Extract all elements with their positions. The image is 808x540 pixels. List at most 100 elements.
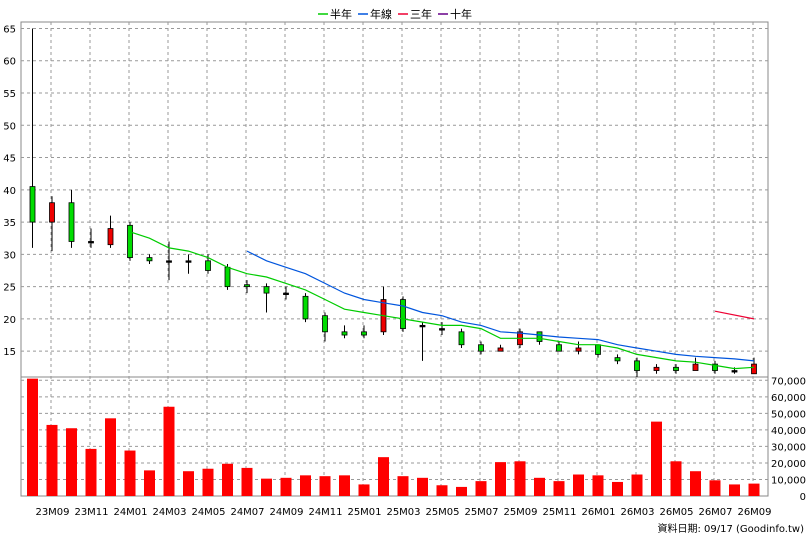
candle-body: [400, 299, 406, 329]
volume-bar: [339, 475, 350, 496]
price-tick-label: 25: [3, 283, 16, 294]
legend-entry: 半年: [330, 7, 352, 21]
candle-body: [49, 202, 55, 223]
volume-bar: [222, 463, 233, 496]
volume-bar: [690, 471, 701, 496]
x-tick-label: 24M07: [230, 507, 264, 518]
x-tick-label: 23M11: [74, 507, 108, 518]
volume-tick-label: 10,000: [771, 475, 806, 486]
volume-bar: [105, 418, 116, 496]
volume-tick-label: 50,000: [771, 409, 806, 420]
volume-bar: [397, 476, 409, 496]
x-tick-label: 26M05: [659, 507, 693, 518]
candle-body: [458, 331, 465, 346]
volume-bar: [475, 481, 487, 496]
volume-bar: [319, 476, 331, 496]
volume-bars: [27, 378, 760, 496]
volume-bar: [124, 450, 136, 496]
volume-bar: [378, 457, 389, 496]
volume-bar: [436, 485, 448, 496]
candle-body: [205, 260, 211, 271]
candle-body: [341, 331, 348, 336]
volume-bar: [612, 481, 623, 496]
candle-body: [556, 344, 562, 352]
volume-bar: [183, 471, 194, 496]
volume-bar: [748, 483, 760, 496]
x-tick-label: 25M05: [425, 507, 459, 518]
candle-body: [419, 324, 426, 328]
candle-body: [634, 360, 640, 371]
candle-body: [497, 347, 504, 352]
legend-entry: 年線: [370, 7, 392, 21]
volume-bar: [514, 461, 526, 496]
volume-tick-label: 40,000: [771, 426, 806, 437]
candle-body: [68, 202, 75, 242]
volume-bar: [66, 428, 77, 496]
x-tick-label: 24M03: [152, 507, 186, 518]
candle-body: [614, 357, 621, 362]
candle-body: [751, 363, 757, 375]
candle-body: [263, 286, 270, 294]
candle-body: [146, 257, 153, 262]
year-line: [246, 250, 755, 362]
volume-bar: [85, 448, 97, 496]
price-tick-label: 50: [3, 121, 16, 132]
price-tick-label: 15: [3, 347, 16, 358]
legend-entry: 十年: [450, 7, 472, 21]
volume-bar: [709, 480, 721, 496]
price-tick-label: 55: [3, 89, 16, 100]
volume-tick-label: 0: [800, 492, 806, 503]
candle-body: [653, 366, 660, 371]
x-tick-label: 25M03: [386, 507, 420, 518]
candle-body: [673, 366, 679, 371]
x-tick-label: 23M09: [35, 507, 69, 518]
price-tick-label: 65: [3, 24, 16, 35]
candle-body: [224, 266, 231, 288]
volume-bar: [241, 467, 253, 496]
x-tick-label: 26M03: [620, 507, 654, 518]
volume-bar: [261, 478, 272, 496]
volume-bar: [631, 474, 643, 496]
x-tick-label: 24M09: [269, 507, 303, 518]
candle-body: [127, 224, 133, 258]
price-tick-label: 30: [3, 250, 16, 261]
x-tick-label: 24M01: [113, 507, 147, 518]
volume-bar: [144, 470, 155, 496]
candle-body: [244, 284, 250, 288]
volume-bar: [651, 421, 662, 496]
price-tick-label: 35: [3, 218, 16, 229]
volume-tick-label: 20,000: [771, 459, 806, 470]
candle-body: [302, 295, 309, 320]
candle-body: [322, 315, 328, 333]
candle-body: [595, 344, 601, 355]
x-tick-label: 25M09: [503, 507, 537, 518]
axis-labels: 65 60 55 50 45 40 35 30 25 20 15 70,000 60,000 50,000…: [3, 24, 806, 518]
volume-bar: [417, 477, 428, 496]
half-year-line: [129, 231, 755, 370]
x-tick-label: 25M01: [347, 507, 381, 518]
source-note: 資料日期: 09/17 (Goodinfo.tw): [657, 522, 804, 535]
candle-body: [283, 292, 289, 295]
moving-average-lines: [129, 231, 755, 370]
volume-bar: [456, 486, 467, 496]
volume-bar: [202, 468, 214, 496]
price-tick-label: 45: [3, 154, 16, 165]
chart-grid: [21, 22, 768, 496]
x-tick-label: 25M11: [542, 507, 576, 518]
candle-body: [439, 328, 445, 331]
candle-body: [712, 363, 718, 371]
x-tick-label: 26M01: [581, 507, 615, 518]
x-tick-label: 26M07: [698, 507, 732, 518]
volume-bar: [300, 475, 311, 496]
volume-bar: [495, 462, 506, 496]
candle-body: [692, 363, 699, 371]
volume-bar: [729, 484, 740, 496]
volume-bar: [573, 474, 584, 496]
candle-body: [361, 331, 367, 336]
price-plot-area: [20, 21, 769, 378]
price-tick-label: 40: [3, 186, 16, 197]
volume-bar: [358, 484, 370, 496]
chart-legend: 半年 年線 三年 十年: [318, 7, 472, 21]
x-tick-label: 26M09: [737, 507, 771, 518]
volume-bar: [592, 475, 604, 496]
